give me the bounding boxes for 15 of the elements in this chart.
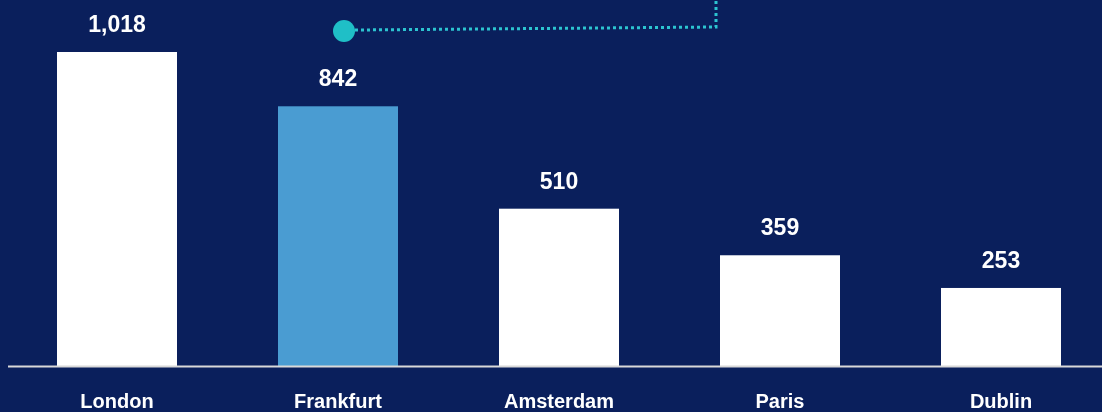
x-tick-label: Paris: [755, 390, 805, 412]
x-tick-label: London: [80, 390, 154, 412]
bar: [941, 287, 1061, 366]
bar: [57, 52, 177, 366]
x-tick-label: Frankfurt: [294, 390, 383, 412]
bar: [499, 208, 619, 366]
data-label: 1,018: [88, 11, 146, 37]
bar: [278, 106, 398, 366]
data-label: 510: [539, 167, 579, 194]
bar: [720, 255, 840, 366]
x-tick-label: Amsterdam: [503, 390, 615, 412]
data-label: 842: [318, 65, 358, 92]
data-label: 253: [981, 246, 1021, 273]
data-label: 359: [760, 214, 800, 241]
x-tick-label: Dublin: [969, 390, 1033, 412]
